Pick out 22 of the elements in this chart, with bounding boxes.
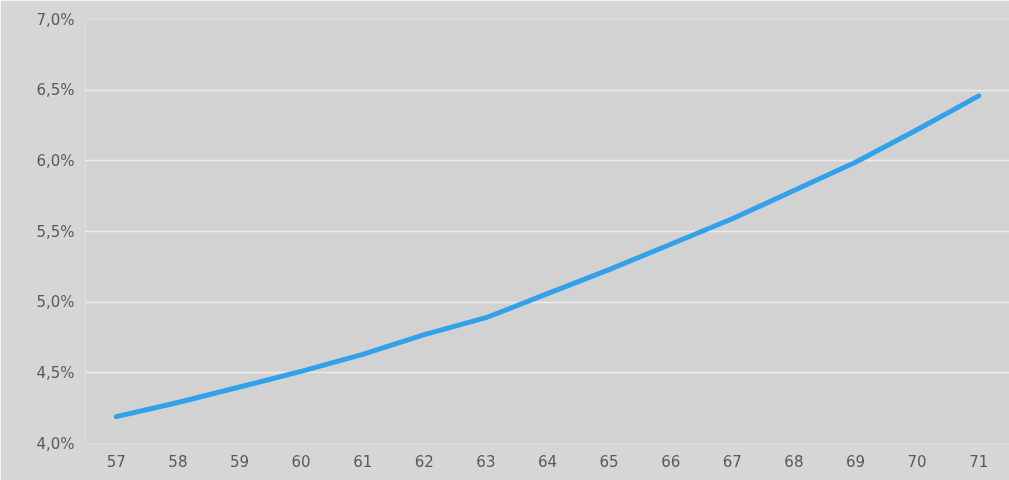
x-tick-label: 57 [106,452,126,471]
x-tick-label: 59 [229,452,250,471]
x-tick-label: 67 [722,452,742,471]
x-tick-label: 69 [845,452,866,471]
x-tick-label: 62 [414,452,434,471]
x-tick-label: 66 [661,452,681,471]
x-tick-label: 60 [291,452,311,471]
x-tick-label: 64 [537,452,558,471]
x-tick-label: 70 [907,452,927,471]
y-tick-label: 4,0% [36,434,75,453]
y-tick-label: 5,5% [36,222,75,241]
x-tick-label: 68 [784,452,804,471]
x-tick-label: 61 [353,452,373,471]
y-tick-label: 6,0% [36,151,75,170]
x-tick-label: 71 [969,452,989,471]
y-tick-label: 6,5% [36,81,75,100]
x-tick-label: 58 [168,452,188,471]
y-tick-label: 5,0% [36,293,75,312]
x-tick-label: 63 [476,452,496,471]
y-tick-label: 4,5% [36,363,75,382]
x-tick-label: 65 [599,452,619,471]
y-tick-label: 7,0% [36,10,75,29]
